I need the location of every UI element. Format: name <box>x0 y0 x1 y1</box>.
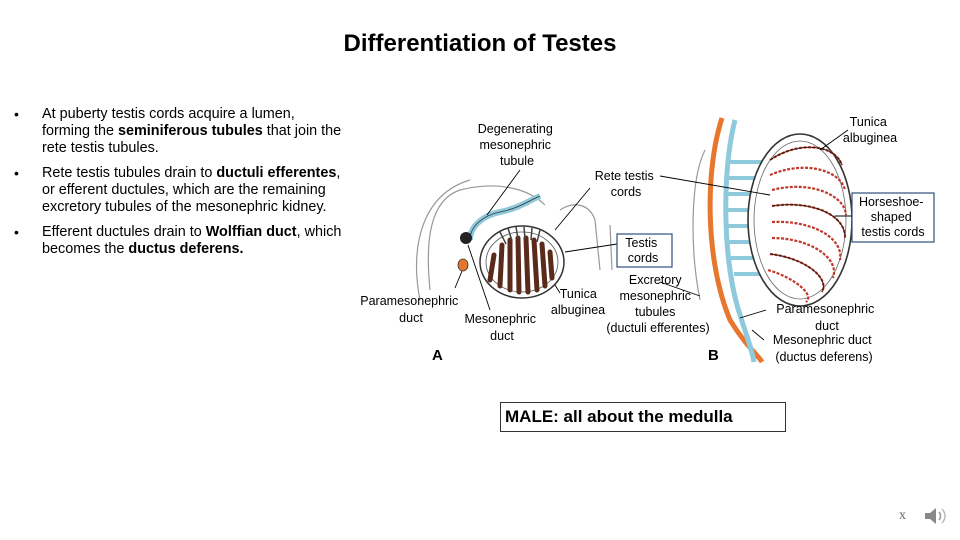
bullet-item: • At puberty testis cords acquire a lumen… <box>14 106 344 157</box>
cord-outlines-b <box>769 146 846 293</box>
bullet-run: , which becomes the <box>42 224 342 257</box>
label-mesonephric-a: Mesonephric duct <box>464 312 539 343</box>
bullet-run: that join the rete testis tubules. <box>42 123 342 156</box>
bullet-bold-run: ductus deferens. <box>128 241 244 257</box>
bullet-dot-icon: • <box>14 165 19 181</box>
label-paramesonephric-a: Paramesonephric duct <box>360 294 461 325</box>
label-paramesonephric-b: Paramesonephric duct <box>776 302 877 333</box>
label-mesonephric-b: Mesonephric duct (ductus deferens) <box>773 333 875 364</box>
bullet-dot-icon: • <box>14 106 19 122</box>
footer-mark: x <box>899 508 906 523</box>
bullet-text: Efferent ductules drain to Wolffian duct… <box>42 224 341 257</box>
slide-title: Differentiation of Testes <box>343 30 617 57</box>
bullet-list: • At puberty testis cords acquire a lumen… <box>14 106 344 266</box>
label-degenerating-tubule: Degenerating mesonephric tubule <box>478 122 557 168</box>
label-testis-cords: Testis cords <box>625 236 660 265</box>
bullet-bold-run: seminiferous tubules <box>118 123 263 139</box>
testis-cords-a <box>487 235 555 295</box>
panel-a-drawing <box>415 179 613 301</box>
panel-letter-a: A <box>432 347 443 364</box>
horseshoe-label-box <box>851 192 935 243</box>
rete-tubules-a <box>499 226 541 245</box>
leader-lines <box>454 129 852 341</box>
bullet-item: • Rete testis tubules drain to ductuli ef… <box>14 165 344 216</box>
bullet-text: Rete testis tubules drain to ductuli eff… <box>42 165 340 215</box>
paramesonephric-duct-a <box>457 258 469 272</box>
label-horseshoe-cords: Horseshoe- shaped testis cords <box>859 195 927 239</box>
testis-cords-label-box <box>616 233 673 268</box>
bullet-run: At puberty testis cords acquire a lumen,… <box>42 106 295 139</box>
bullet-item: • Efferent ductules drain to Wolffian duc… <box>14 224 344 258</box>
duct-cross-section <box>460 232 472 244</box>
label-rete-testis-cords: Rete testis cords <box>595 169 658 199</box>
bullet-run: , or efferent ductules, which are the re… <box>42 165 341 215</box>
panel-letter-b: B <box>708 347 719 364</box>
bullet-text: At puberty testis cords acquire a lumen,… <box>42 106 341 156</box>
label-excretory-tubules: Excretory mesonephric tubules (ductuli e… <box>606 273 709 335</box>
bullet-dot-icon: • <box>14 224 19 240</box>
callout-box: MALE: all about the medulla <box>500 402 786 432</box>
label-tunica-b: Tunica albuginea <box>843 115 897 145</box>
bullet-run: Efferent ductules drain to <box>42 224 206 240</box>
label-tunica-a: Tunica albuginea <box>551 287 605 317</box>
bullet-bold-run: ductuli efferentes <box>216 165 337 181</box>
bullet-run: Rete testis tubules drain to <box>42 165 217 181</box>
bullet-bold-run: Wolffian duct <box>205 224 297 240</box>
